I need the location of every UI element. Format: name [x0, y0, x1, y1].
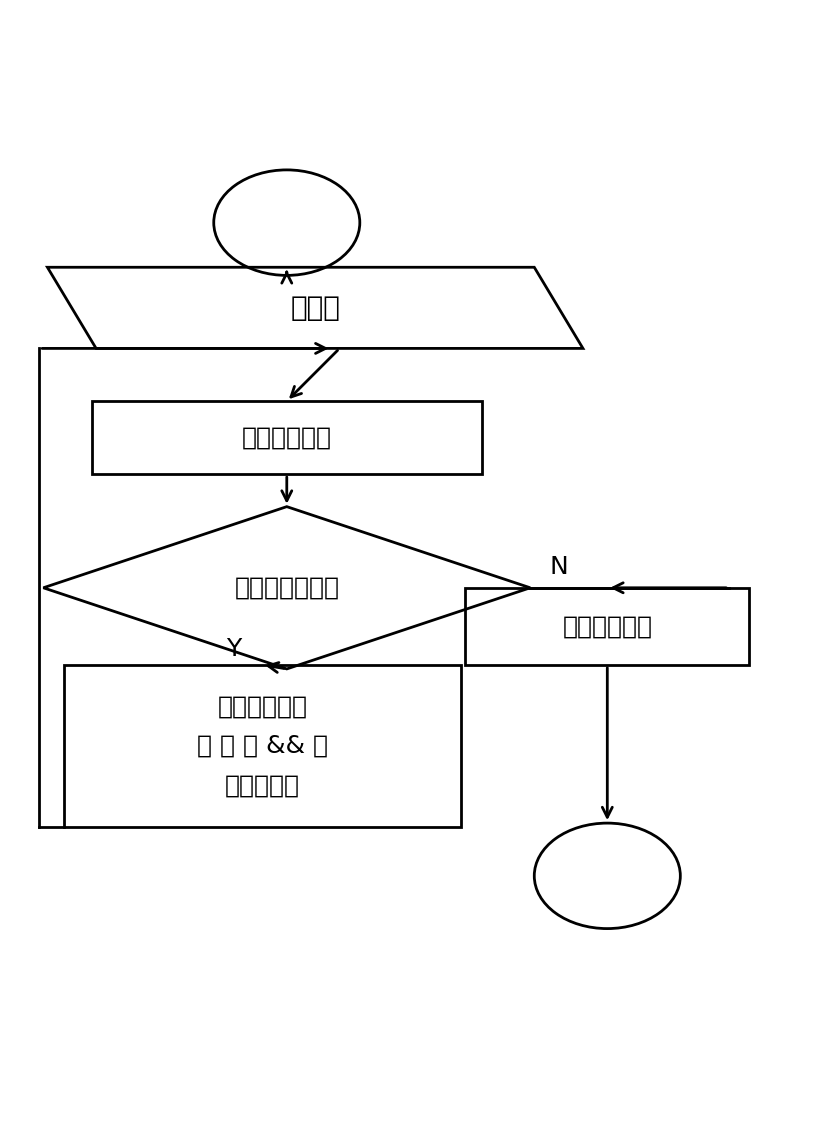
Bar — [92, 401, 481, 474]
Text: 检测副单片机: 检测副单片机 — [242, 426, 332, 449]
Text: 副单片机正常？: 副单片机正常？ — [234, 575, 339, 599]
Text: Y: Y — [226, 637, 242, 661]
Text: 初始化: 初始化 — [290, 294, 340, 322]
Text: 发送数据到副
单 片 机 && 打
开输出电源: 发送数据到副 单 片 机 && 打 开输出电源 — [197, 695, 328, 797]
Bar — [64, 665, 462, 827]
Text: 关闭输出电源: 关闭输出电源 — [562, 614, 652, 638]
Text: N: N — [549, 555, 568, 580]
Bar — [466, 588, 749, 665]
